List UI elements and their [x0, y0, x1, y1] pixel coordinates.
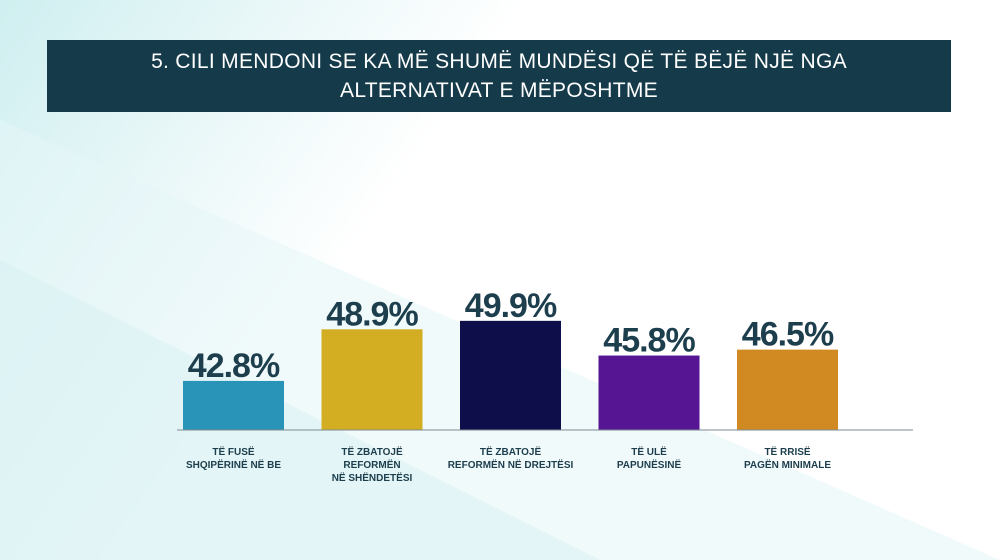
bar-1	[183, 380, 284, 430]
category-label-1-line-1: TË FUSË	[212, 445, 255, 458]
category-label-2-line-3: NË SHËNDETËSI	[332, 471, 413, 484]
title-banner: 5. CILI MENDONI SE KA MË SHUMË MUNDËSI Q…	[47, 40, 951, 112]
value-label-3: 49.9%	[465, 287, 557, 325]
category-label-4-line-1: TË ULË	[631, 445, 667, 458]
value-label-1: 42.8%	[188, 347, 280, 385]
category-label-4-line-2: PAPUNËSINË	[617, 458, 682, 471]
bar-3	[460, 320, 561, 430]
category-label-2-line-2: REFORMËN	[343, 458, 400, 471]
category-label-1-line-2: SHQIPËRINË NË BE	[186, 458, 281, 471]
category-label-2-line-1: TË ZBATOJË	[341, 445, 403, 458]
value-label-5: 46.5%	[742, 316, 834, 354]
category-label-3-line-1: TË ZBATOJË	[480, 445, 542, 458]
category-label-5-line-2: PAGËN MINIMALE	[744, 458, 831, 471]
value-label-4: 45.8%	[603, 322, 695, 360]
chart-title: 5. CILI MENDONI SE KA MË SHUMË MUNDËSI Q…	[151, 50, 847, 102]
bar-4	[598, 355, 700, 430]
category-label-3-line-2: REFORMËN NË DREJTËSI	[448, 458, 574, 471]
category-label-5-line-1: TË RRISË	[764, 445, 810, 458]
value-label-2: 48.9%	[326, 295, 418, 333]
bar-5	[737, 349, 838, 430]
bar-2	[321, 329, 423, 430]
